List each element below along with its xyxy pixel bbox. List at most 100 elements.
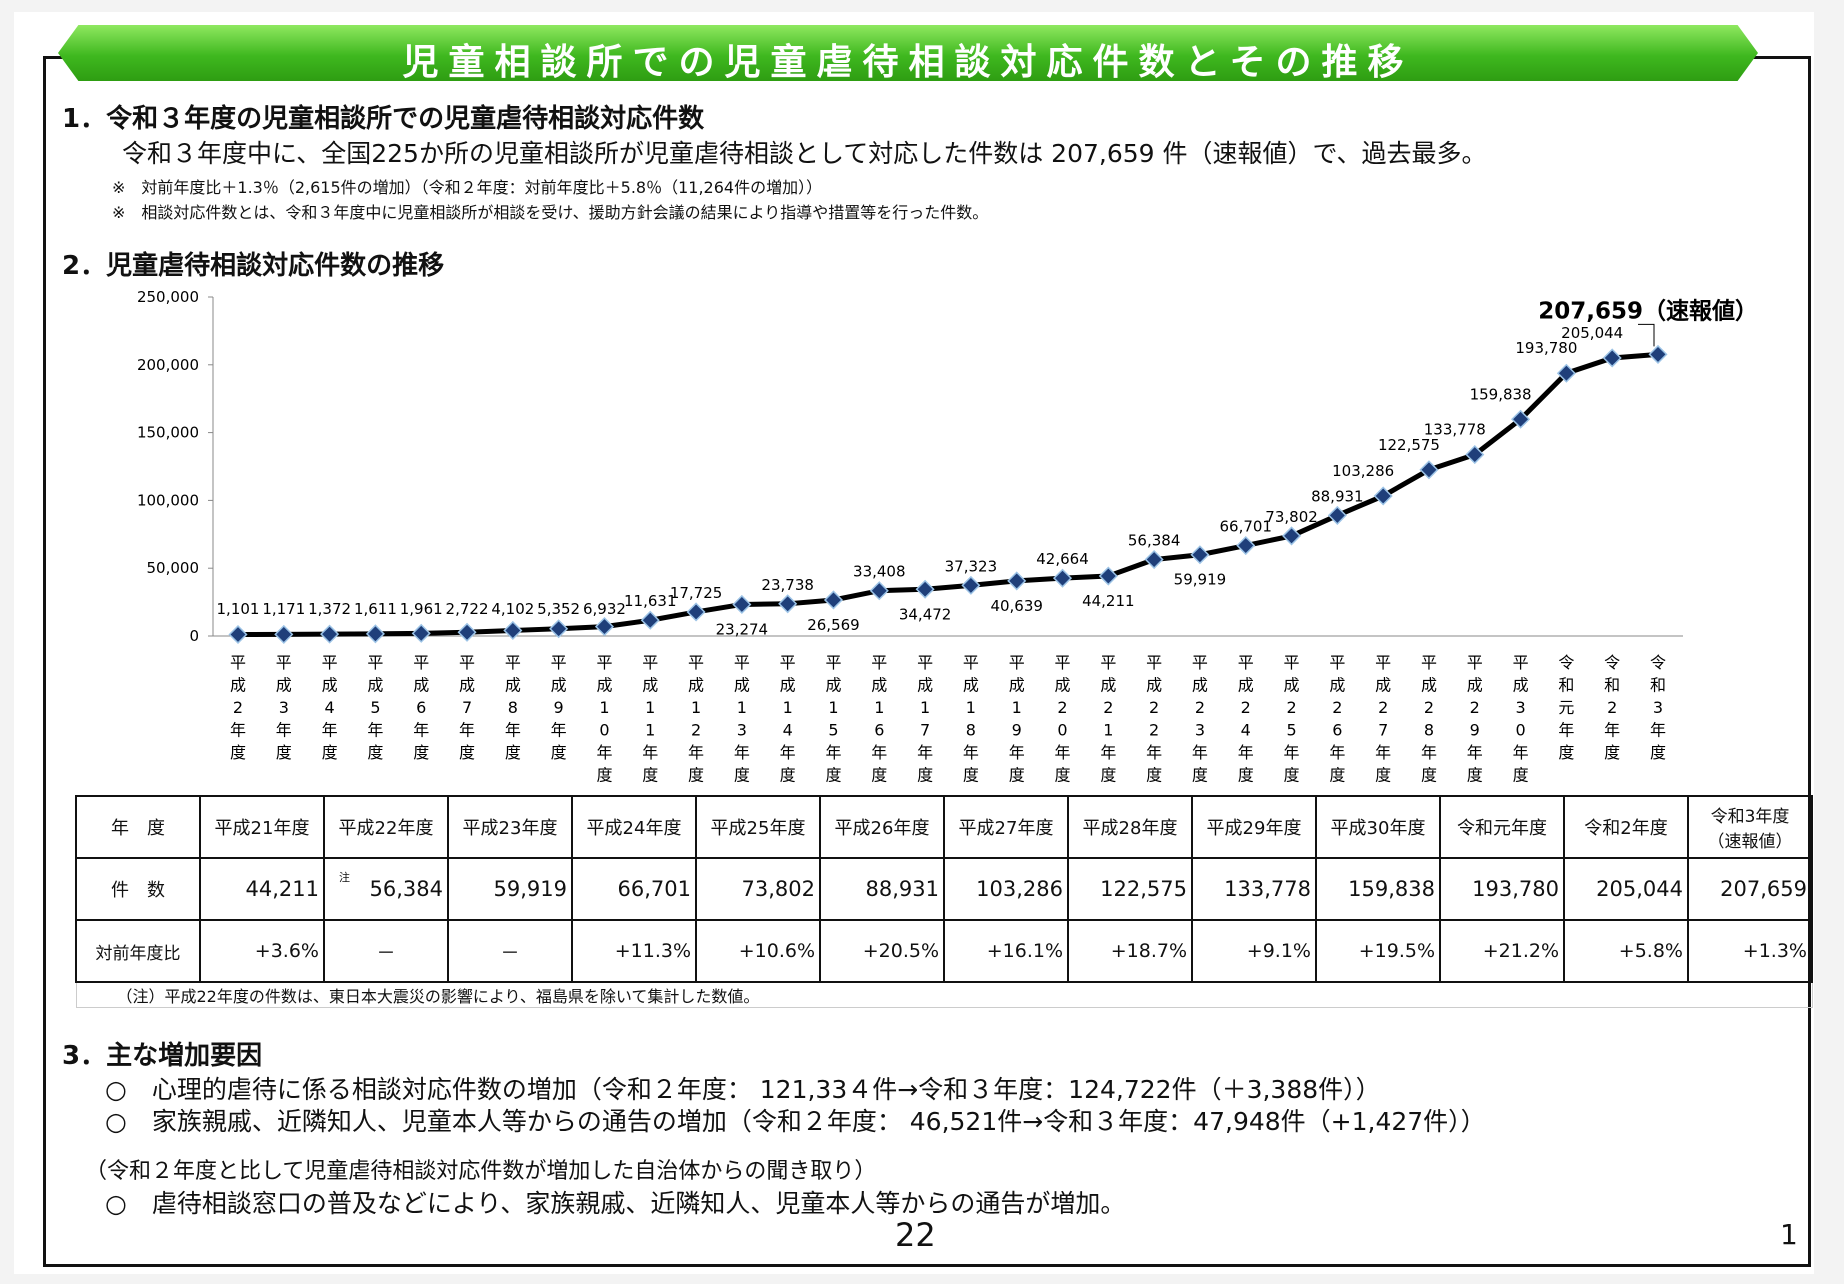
y-tick-label: 200,000 (137, 356, 199, 374)
data-label: 40,639 (990, 597, 1043, 615)
table-header-cell: 令和2年度 (1563, 795, 1689, 859)
table-header-cell: 平成29年度 (1191, 795, 1317, 859)
data-point (1465, 445, 1485, 465)
count-cell: 59,919 (447, 857, 573, 921)
title-banner: 児童相談所での児童虐待相談対応件数とその推移 (58, 25, 1758, 81)
data-point (1236, 536, 1256, 556)
section2-heading: 2．児童虐待相談対応件数の推移 (62, 251, 445, 281)
table-header-cell: 平成28年度 (1067, 795, 1193, 859)
data-label: 56,384 (1128, 532, 1181, 550)
count-cell: 207,659 (1687, 857, 1813, 921)
data-point (365, 624, 385, 644)
data-point (1282, 526, 1302, 546)
x-tick-label: 平成 5 年度 (367, 653, 383, 762)
count-cell: 122,575 (1067, 857, 1193, 921)
data-label: 23,738 (761, 576, 814, 594)
x-tick-label: 平成 2 7 年度 (1375, 653, 1391, 785)
table-header-cell: 年 度 (75, 795, 201, 859)
data-label: 205,044 (1561, 324, 1623, 342)
table-header-cell: 平成24年度 (571, 795, 697, 859)
count-cell: 注 56,384 (323, 857, 449, 921)
data-point (228, 624, 248, 645)
data-label: 33,408 (853, 563, 906, 581)
table-header-cell: 平成21年度 (199, 795, 325, 859)
table-header-cell: 平成27年度 (943, 795, 1069, 859)
data-label: 59,919 (1174, 571, 1227, 589)
note-mark: 注 (339, 871, 350, 884)
data-point (915, 579, 935, 599)
x-tick-label: 平成 2 9 年度 (1467, 653, 1483, 785)
data-label: 193,780 (1515, 339, 1577, 357)
annotation-leader (1638, 323, 1655, 347)
y-tick-label: 250,000 (137, 288, 199, 306)
ratio-cell: +18.7% (1067, 919, 1193, 983)
data-label: 34,472 (899, 605, 952, 623)
x-tick-label: 平成 2 8 年度 (1421, 653, 1437, 785)
data-label: 133,778 (1424, 421, 1486, 439)
ratio-cell: +5.8% (1563, 919, 1689, 983)
x-tick-label: 平成 1 9 年度 (1009, 653, 1025, 785)
data-point (1648, 344, 1668, 364)
count-cell: 103,286 (943, 857, 1069, 921)
data-point (1327, 505, 1347, 525)
data-table: 年 度平成21年度 平成22年度 平成23年度 平成24年度 平成25年度 平成26年度平… (75, 795, 1813, 1008)
data-point (1556, 363, 1576, 383)
count-cell: 205,044 (1563, 857, 1689, 921)
x-tick-label: 平成 1 0 年度 (596, 653, 612, 785)
data-point (503, 620, 523, 640)
count-value: 133,778 (1224, 877, 1311, 901)
data-label: 1,611 (354, 600, 397, 618)
section1-note: ※ 相談対応件数とは、令和３年度中に児童相談所が相談を受け、援助方針会議の結果に… (112, 203, 989, 222)
data-point (594, 617, 614, 637)
ratio-cell: +1.3% (1687, 919, 1813, 983)
count-value: 73,802 (741, 877, 815, 901)
count-cell: 88,931 (819, 857, 945, 921)
ratio-cell: +3.6% (199, 919, 325, 983)
count-cell: 133,778 (1191, 857, 1317, 921)
x-tick-label: 平成 2 5 年度 (1284, 653, 1300, 785)
count-cell: 73,802 (695, 857, 821, 921)
data-point (869, 581, 889, 601)
count-value: 207,659 (1720, 877, 1807, 901)
table-note-row: （注）平成22年度の件数は、東日本大震災の影響により、福島県を除いて集計した数値… (75, 981, 1813, 1008)
data-label: 103,286 (1332, 462, 1394, 480)
ratio-cell: +16.1% (943, 919, 1069, 983)
table-count-row: 件 数 44,211 注 56,384 59,919 66,701 73,802 88,931… (75, 857, 1813, 921)
ratio-cell: +20.5% (819, 919, 945, 983)
data-label: 37,323 (945, 557, 998, 575)
data-point (411, 623, 431, 643)
slide-number: 1 (1780, 1218, 1798, 1251)
data-point (1373, 486, 1393, 506)
data-point (640, 610, 660, 630)
ratio-cell: － (447, 919, 573, 983)
count-value: 88,931 (865, 877, 939, 901)
table-footnote: （注）平成22年度の件数は、東日本大震災の影響により、福島県を除いて集計した数値… (75, 981, 1813, 1008)
data-point (686, 602, 706, 622)
count-value: 44,211 (245, 877, 319, 901)
data-label: 159,838 (1470, 385, 1532, 403)
count-cell: 44,211 (199, 857, 325, 921)
data-point (549, 619, 569, 639)
ratio-cell: － (323, 919, 449, 983)
x-tick-label: 平成 1 6 年度 (871, 653, 887, 785)
ratio-cell: +21.2% (1439, 919, 1565, 983)
data-point (1144, 549, 1164, 570)
section3-heading: 3．主な増加要因 (62, 1041, 263, 1071)
data-label: 42,664 (1036, 550, 1089, 568)
table-header-cell: 令和3年度 （速報値） (1687, 795, 1813, 859)
data-point (823, 590, 844, 610)
ratio-cell: +11.3% (571, 919, 697, 983)
count-value: 122,575 (1100, 877, 1187, 901)
data-label: 2,722 (446, 600, 489, 618)
last-value-annotation: 207,659（速報値） (1538, 297, 1758, 324)
count-value: 56,384 (369, 877, 443, 901)
data-label: 1,171 (262, 600, 305, 618)
data-label: 1,961 (400, 600, 443, 618)
data-point (778, 594, 798, 614)
table-header-row: 年 度平成21年度 平成22年度 平成23年度 平成24年度 平成25年度 平成26年度平… (75, 795, 1813, 859)
y-tick-label: 150,000 (137, 424, 199, 442)
x-tick-label: 平成 2 4 年度 (1238, 653, 1254, 785)
section1-body: 令和３年度中に、全国225か所の児童相談所が児童虐待相談として対応した件数は 2… (122, 139, 1487, 168)
series-line (237, 351, 1659, 638)
data-label: 11,631 (624, 592, 677, 610)
